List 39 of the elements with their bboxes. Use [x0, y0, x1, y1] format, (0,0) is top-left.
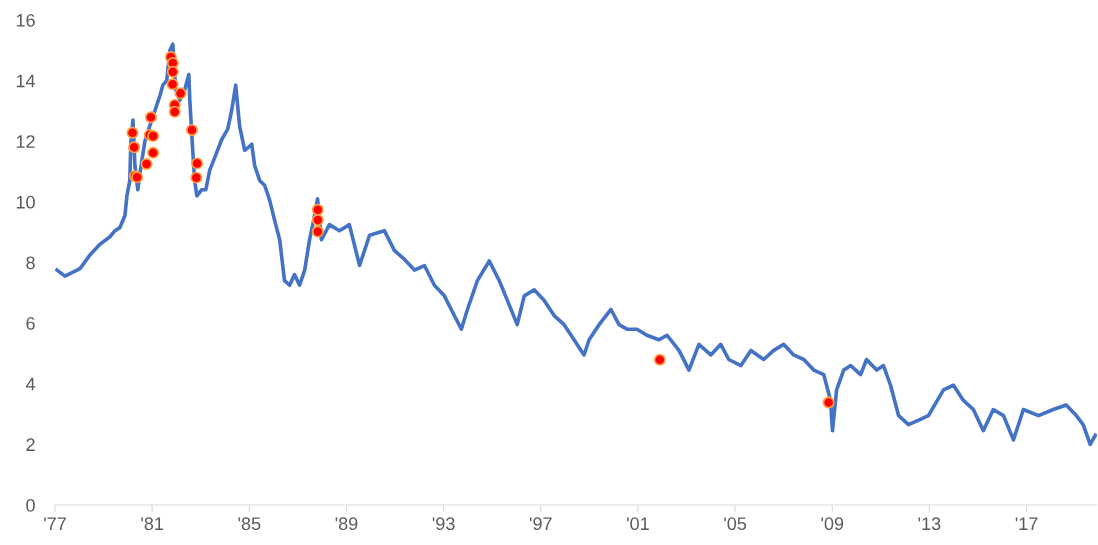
- point: [311, 214, 324, 227]
- y-tick-label: 12: [16, 135, 35, 148]
- point: [168, 105, 181, 118]
- point: [174, 87, 187, 100]
- y-tick-label: 0: [26, 498, 35, 512]
- point: [166, 65, 179, 78]
- x-tick-label: '85: [238, 517, 261, 531]
- y-tick-label: 16: [16, 13, 35, 27]
- x-tick-label: '77: [44, 517, 66, 530]
- x-tick-label: '89: [335, 517, 358, 531]
- x-tick-label: '93: [432, 517, 455, 531]
- y-tick-label: 10: [16, 195, 35, 209]
- line-series: [55, 42, 1097, 447]
- y-tick-label: 6: [26, 317, 35, 330]
- y-tick-label: 2: [26, 438, 35, 451]
- point: [144, 111, 157, 124]
- point: [311, 225, 324, 238]
- point: [126, 126, 139, 139]
- point: [191, 157, 204, 170]
- x-tick-label: '09: [821, 517, 844, 531]
- y-tick-label: 14: [16, 74, 36, 88]
- x-tick-label: '01: [627, 517, 649, 531]
- x-tick-label: '97: [529, 517, 552, 531]
- point: [186, 124, 198, 137]
- point: [653, 353, 666, 366]
- point: [190, 171, 203, 184]
- point: [147, 146, 160, 159]
- point: [147, 130, 160, 143]
- x-tick-label: '17: [1015, 517, 1038, 530]
- point: [822, 396, 835, 409]
- x-tick-label: '05: [724, 517, 747, 531]
- point: [166, 78, 179, 91]
- point: [128, 141, 141, 154]
- x-tick-label: '81: [141, 517, 164, 531]
- y-tick-label: 8: [26, 256, 35, 270]
- point: [311, 203, 324, 216]
- point: [140, 157, 153, 170]
- y-tick-label: 4: [25, 377, 36, 391]
- x-tick-label: '13: [918, 517, 941, 531]
